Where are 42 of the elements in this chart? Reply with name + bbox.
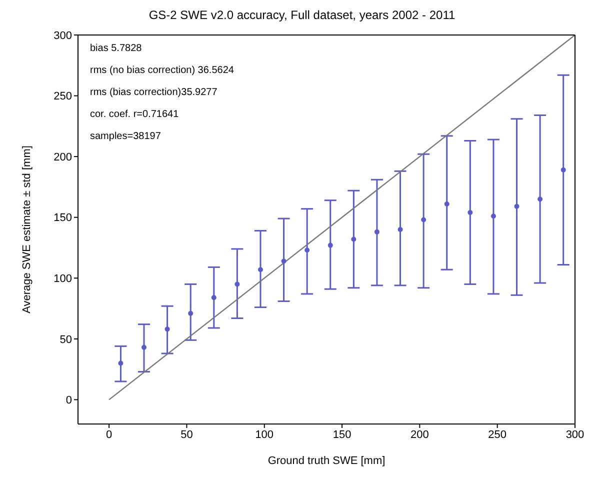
point xyxy=(281,258,286,264)
annotation: bias 5.7828 xyxy=(90,42,143,56)
y-tick-label: 150 xyxy=(54,212,72,224)
x-tick-label: 100 xyxy=(255,428,274,441)
y-tick-label: 0 xyxy=(66,394,72,407)
x-tick-label: 200 xyxy=(410,428,429,441)
x-tick-label: 0 xyxy=(106,428,112,441)
point xyxy=(490,214,496,219)
x-axis-title: Ground truth SWE [mm] xyxy=(268,455,386,467)
y-axis-title: Average SWE estimate ± std [mm] xyxy=(20,146,33,314)
y-tick-label: 200 xyxy=(54,151,72,164)
annotation: rms (bias correction)35.9277 xyxy=(90,86,218,100)
x-tick-label: 150 xyxy=(332,428,352,441)
y-tick-label: 100 xyxy=(54,273,72,286)
point xyxy=(514,204,520,209)
point xyxy=(142,344,147,350)
point xyxy=(398,227,403,232)
point xyxy=(351,236,356,242)
point xyxy=(118,360,124,366)
point xyxy=(421,217,426,222)
point xyxy=(164,326,170,332)
chart-title: GS-2 SWE v2.0 accuracy, Full dataset, years 2002 - 2011 xyxy=(148,8,456,22)
annotation: samples=38197 xyxy=(90,130,162,144)
point xyxy=(188,310,194,316)
x-tick-label: 250 xyxy=(488,428,507,441)
point xyxy=(258,267,263,272)
y-tick-label: 50 xyxy=(60,334,72,346)
point xyxy=(328,242,333,248)
point xyxy=(374,229,380,234)
point xyxy=(234,282,240,287)
point xyxy=(211,295,216,300)
annotation: cor. coef. r=0.71641 xyxy=(90,108,180,122)
x-tick-label: 300 xyxy=(566,428,584,441)
point xyxy=(560,167,566,172)
point xyxy=(538,196,543,202)
y-tick-label: 250 xyxy=(54,90,72,103)
point xyxy=(444,201,450,206)
y-tick-label: 300 xyxy=(54,30,72,42)
point xyxy=(304,248,310,253)
annotation: rms (no bias correction) 36.5624 xyxy=(90,64,234,78)
x-tick-label: 50 xyxy=(180,428,193,441)
point xyxy=(468,210,473,215)
